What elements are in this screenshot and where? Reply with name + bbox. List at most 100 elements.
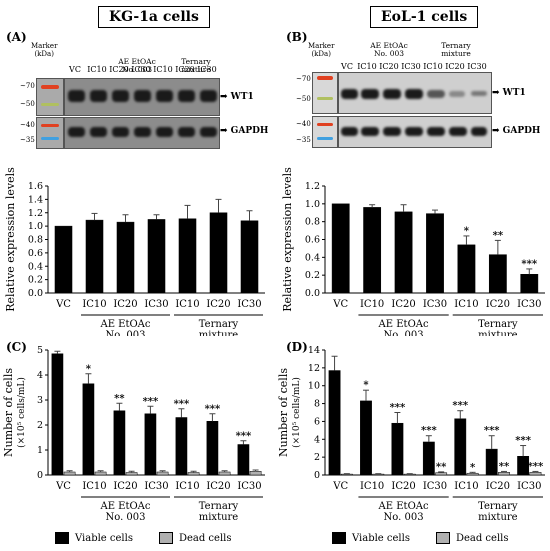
bar-dead [466, 472, 479, 476]
x-tick-label: IC10 [360, 481, 384, 492]
y-tick-label: 0.2 [305, 270, 320, 281]
bar [457, 244, 476, 294]
bar [178, 218, 197, 294]
kg1a-title: KG-1a cells [98, 6, 210, 28]
y-tick-label: 1 [37, 445, 43, 456]
group-label: AE EtOAc [378, 501, 429, 512]
lane-label: IC30 [131, 65, 151, 74]
significance-label: *** [421, 426, 437, 437]
group2-label: Ternary mixture [181, 57, 211, 74]
x-tick-label: IC20 [113, 481, 137, 492]
bar-dead [249, 471, 262, 476]
bar [209, 212, 228, 294]
group-label: No. 003 [384, 512, 424, 523]
x-tick-label: IC30 [423, 299, 447, 310]
bar [485, 448, 498, 476]
chart-d: 0 2 4 6 8 10 12 14 Number of cells (×10⁵ cells/mL… [277, 345, 545, 523]
bar [144, 413, 157, 476]
y-axis-label: Number of cells [2, 368, 15, 457]
bar [360, 400, 372, 476]
bar [85, 219, 104, 294]
y-tick-label: 1.2 [28, 208, 43, 219]
group-label: No. 003 [105, 330, 145, 336]
y-tick-label: 5 [37, 345, 43, 356]
wt1-blot [64, 78, 220, 116]
lane-label: IC10 [357, 62, 377, 71]
x-tick-label: IC30 [144, 481, 168, 492]
lane-label: IC10 [423, 62, 443, 71]
y-tick-label: 1.4 [28, 194, 43, 205]
group1-label: AE EtOAc No. 003 [118, 57, 156, 74]
chart-a: 0.0 0.2 0.4 0.6 0.8 1.0 1.2 1.4 1.6 Relative expr… [4, 167, 265, 336]
bar-dead [187, 472, 200, 476]
significance-label: ** [114, 393, 125, 404]
x-tick-label: IC10 [454, 481, 478, 492]
bar [454, 418, 467, 476]
bar [363, 207, 382, 294]
x-tick-label: IC10 [454, 299, 478, 310]
group-label: No. 003 [105, 512, 145, 523]
lane-label: IC10 [87, 65, 107, 74]
bar [237, 444, 250, 476]
bar [328, 370, 341, 476]
significance-label: *** [484, 426, 500, 437]
bar [175, 417, 188, 476]
significance-label: *** [390, 403, 406, 414]
bar [394, 211, 413, 294]
bar [240, 220, 259, 294]
lane-label: IC20 [109, 65, 129, 74]
x-tick-label: IC30 [517, 481, 541, 492]
x-tick-label: IC10 [82, 481, 106, 492]
group-label: Ternary [478, 319, 518, 330]
y-tick-label: 14 [308, 345, 320, 356]
kda-label: ~50 [20, 100, 35, 108]
x-tick-label: IC10 [175, 299, 199, 310]
bar [116, 221, 135, 294]
significance-label: *** [143, 396, 159, 407]
y-tick-label: 1.0 [305, 199, 320, 210]
marker-label: Marker (kDa) [31, 42, 58, 58]
y-tick-label: 0.6 [305, 235, 320, 246]
y-axis-label-units: (×10⁵ cells/mL) [291, 377, 302, 448]
y-tick-label: 0.0 [28, 288, 43, 299]
significance-label: * [363, 380, 369, 391]
bar-dead [340, 473, 353, 476]
significance-label: *** [174, 399, 190, 410]
group-label: AE EtOAc [378, 319, 429, 330]
significance-label: * [86, 364, 92, 375]
bar [113, 410, 126, 476]
significance-label: ** [499, 461, 510, 472]
x-tick-label: VC [332, 299, 348, 310]
bar [488, 254, 507, 294]
y-tick-label: 0 [37, 470, 43, 481]
y-tick-label: 8 [314, 399, 320, 410]
x-tick-label: IC10 [175, 481, 199, 492]
kda-label: ~40 [20, 121, 35, 129]
panel-letter-a: (A) [6, 30, 27, 44]
panel-letter-d: (D) [286, 340, 308, 354]
bar [426, 213, 444, 294]
significance-label: * [464, 226, 470, 237]
kda-label: ~35 [296, 136, 311, 144]
lane-label: IC20 [175, 65, 195, 74]
bar-dead [498, 472, 510, 476]
x-tick-label: IC20 [486, 299, 510, 310]
y-tick-label: 0.0 [305, 288, 320, 299]
kda-label: ~70 [296, 75, 311, 83]
x-tick-label: IC30 [423, 481, 447, 492]
legend-swatch-viable [332, 532, 346, 544]
lane-label: VC [69, 65, 81, 74]
y-tick-label: 2 [314, 452, 320, 463]
x-tick-label: IC30 [237, 481, 261, 492]
bar-dead [156, 471, 169, 476]
group-label: Ternary [199, 319, 239, 330]
bar [391, 422, 404, 476]
y-axis-label-units: (×10⁵ cells/mL) [16, 377, 27, 448]
y-tick-label: 6 [314, 416, 320, 427]
wt1-blot [338, 72, 492, 114]
bar-dead [403, 473, 416, 476]
legend-d: Viable cells Dead cells [332, 532, 508, 544]
significance-label: *** [515, 436, 531, 447]
lane-label: IC20 [445, 62, 465, 71]
legend-swatch-dead [158, 532, 173, 544]
